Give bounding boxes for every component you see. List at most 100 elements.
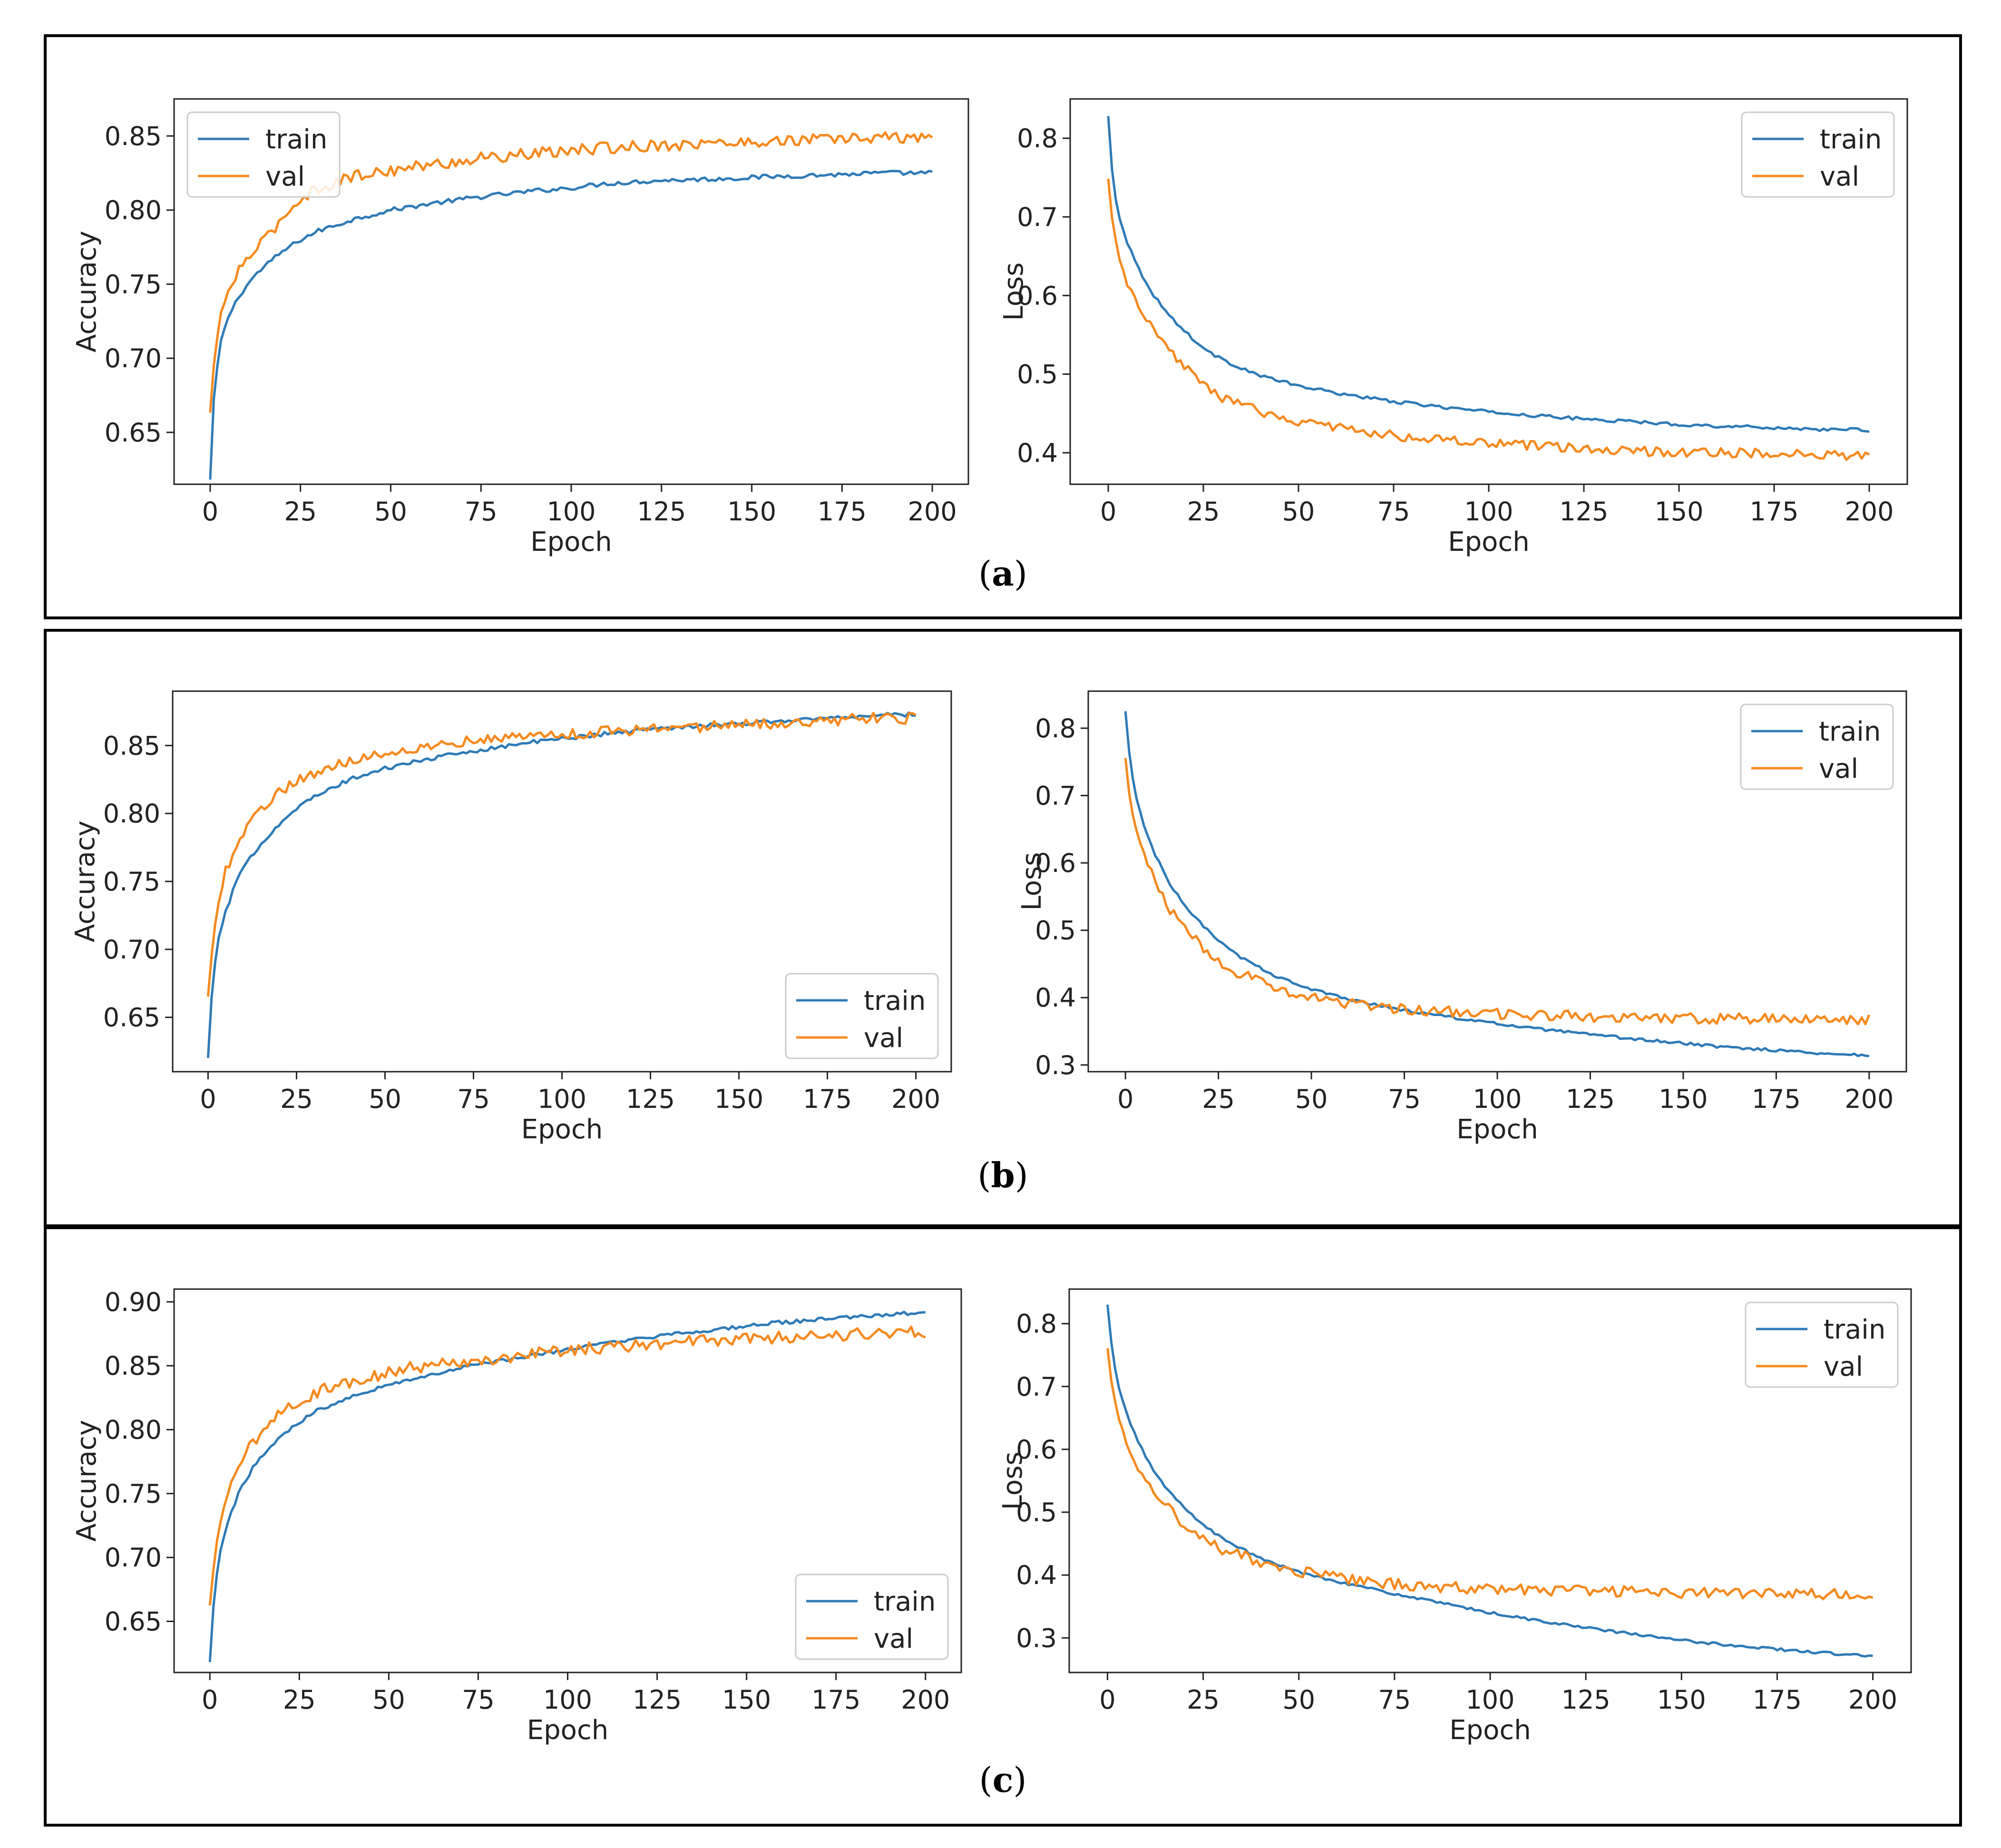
series-line-train-loss-c [1106,1304,1873,1658]
y-tick-label-loss-c: 0.4 [1016,1560,1057,1590]
x-tick-label-accuracy-a: 25 [284,497,317,527]
y-tick-label-accuracy-a: 0.85 [105,121,162,151]
legend-loss-c: train val [1745,1301,1899,1388]
x-tick-label-loss-a: 75 [1377,497,1410,527]
y-axis-label-loss-a: Loss [998,263,1029,321]
legend-label-val-accuracy-b: val [864,1023,903,1054]
y-tick-label-loss-a: 0.4 [1017,438,1058,468]
legend-label-val-accuracy-a: val [265,161,305,192]
y-tick-label-accuracy-b: 0.75 [103,867,160,897]
y-tick-label-accuracy-a: 0.75 [105,269,162,299]
x-tick-label-loss-c: 75 [1378,1685,1411,1715]
x-tick-label-loss-a: 150 [1654,497,1703,527]
y-tick-label-loss-a: 0.5 [1017,360,1058,390]
accuracy-chart-b: 0 25 50 75 100 125 150 175 200 0.65 0.70 0.75 0.80 0.… [70,690,952,1145]
x-tick-label-accuracy-a: 0 [202,497,218,527]
legend-label-val-loss-c: val [1824,1351,1863,1382]
x-tick-label-loss-c: 100 [1465,1685,1514,1715]
y-tick-label-accuracy-b: 0.65 [103,1003,160,1033]
x-tick-label-accuracy-a: 50 [374,497,407,527]
caption-a-letter: a [992,553,1014,594]
y-axis-label-accuracy-c: Accuracy [71,1420,102,1542]
legend-accuracy-c: train val [795,1574,949,1660]
legend-label-val-accuracy-c: val [874,1623,913,1654]
y-tick-label-loss-b: 0.5 [1035,916,1076,946]
x-tick-label-accuracy-c: 75 [462,1685,495,1715]
x-tick-label-accuracy-a: 150 [727,497,776,527]
y-tick-label-accuracy-c: 0.90 [105,1287,162,1317]
x-tick-label-accuracy-c: 50 [372,1685,405,1715]
y-axis-label-loss-b: Loss [1016,852,1047,911]
x-tick-label-accuracy-b: 25 [280,1084,313,1114]
series-line-train-accuracy-c [208,1310,926,1662]
y-tick-label-loss-b: 0.3 [1035,1050,1076,1080]
x-tick-label-loss-a: 25 [1187,497,1220,527]
accuracy-chart-c: 0 25 50 75 100 125 150 175 200 0.65 0.70 0.75 0.80 0.… [71,1287,962,1746]
x-tick-label-accuracy-c: 175 [811,1685,860,1715]
y-tick-label-loss-a: 0.6 [1017,281,1058,311]
y-tick-label-accuracy-c: 0.80 [105,1415,162,1445]
series-line-val-loss-c [1106,1348,1874,1601]
loss-chart-a: 0 25 50 75 100 125 150 175 200 0.4 0.5 0.6 0.7 0.8 Epo… [998,98,1908,557]
x-tick-label-accuracy-b: 50 [369,1084,401,1114]
x-tick-label-accuracy-a: 125 [637,497,686,527]
x-tick-label-loss-c: 25 [1187,1685,1220,1715]
x-tick-label-loss-a: 200 [1845,497,1894,527]
y-tick-label-loss-b: 0.4 [1035,983,1076,1013]
x-tick-label-accuracy-c: 100 [543,1685,592,1715]
series-line-val-loss-b [1124,758,1871,1026]
x-tick-label-accuracy-c: 125 [633,1685,682,1715]
x-tick-label-loss-c: 50 [1282,1685,1315,1715]
x-tick-label-loss-a: 175 [1749,497,1798,527]
panel-c: 0 25 50 75 100 125 150 175 200 0.65 0.70 0.75 0.80 0.… [44,1226,1962,1827]
x-tick-label-accuracy-b: 150 [714,1084,763,1114]
legend-label-train-loss-a: train [1820,124,1882,155]
legend-label-val-loss-a: val [1820,161,1859,192]
series-line-val-accuracy-c [208,1325,926,1606]
legend-accuracy-a: train val [186,111,341,198]
x-axis-label-loss-c: Epoch [1449,1715,1531,1746]
x-tick-label-accuracy-b: 100 [537,1084,586,1114]
y-tick-label-loss-a: 0.7 [1017,202,1058,232]
x-tick-label-accuracy-b: 0 [200,1084,216,1114]
x-axis-label-accuracy-c: Epoch [527,1715,608,1746]
x-tick-label-accuracy-c: 150 [722,1685,771,1715]
caption-b: (b) [977,1155,1028,1195]
legend-accuracy-b: train val [785,973,939,1059]
series-line-train-loss-a [1107,116,1870,433]
caption-a: (a) [978,553,1027,594]
x-axis-label-loss-a: Epoch [1448,527,1529,557]
x-tick-label-accuracy-a: 200 [908,497,957,527]
legend-loss-a: train val [1741,111,1895,198]
legend-label-train-loss-c: train [1824,1314,1885,1345]
y-axis-label-accuracy-a: Accuracy [71,231,102,352]
y-tick-label-loss-c: 0.3 [1016,1623,1057,1653]
series-line-train-accuracy-a [209,170,933,480]
x-tick-label-loss-a: 100 [1464,497,1513,527]
x-tick-label-loss-c: 150 [1657,1685,1706,1715]
x-tick-label-accuracy-b: 175 [803,1084,852,1114]
x-tick-label-loss-a: 0 [1100,497,1116,527]
x-tick-label-loss-b: 50 [1295,1084,1328,1114]
x-tick-label-loss-b: 150 [1659,1084,1708,1114]
y-tick-label-loss-c: 0.6 [1016,1435,1057,1465]
caption-c-letter: c [992,1760,1014,1800]
y-tick-label-accuracy-b: 0.70 [103,935,160,965]
x-tick-label-loss-b: 25 [1202,1084,1235,1114]
y-axis-label-accuracy-b: Accuracy [70,821,101,942]
y-tick-label-accuracy-b: 0.80 [103,799,160,829]
y-tick-label-loss-a: 0.8 [1017,124,1058,154]
x-tick-label-loss-b: 0 [1117,1084,1133,1114]
x-tick-label-loss-b: 125 [1566,1084,1615,1114]
legend-label-val-loss-b: val [1819,753,1858,784]
x-tick-label-accuracy-b: 75 [457,1084,490,1114]
y-tick-label-loss-b: 0.8 [1035,714,1076,743]
x-tick-label-loss-b: 75 [1388,1084,1421,1114]
y-tick-label-accuracy-b: 0.85 [103,731,160,761]
legend-loss-b: train val [1740,704,1894,790]
y-tick-label-accuracy-a: 0.70 [105,343,162,373]
x-tick-label-loss-c: 200 [1848,1685,1897,1715]
x-axis-label-loss-b: Epoch [1456,1114,1538,1145]
legend-label-train-accuracy-a: train [265,124,327,155]
x-tick-label-loss-b: 200 [1845,1084,1894,1114]
